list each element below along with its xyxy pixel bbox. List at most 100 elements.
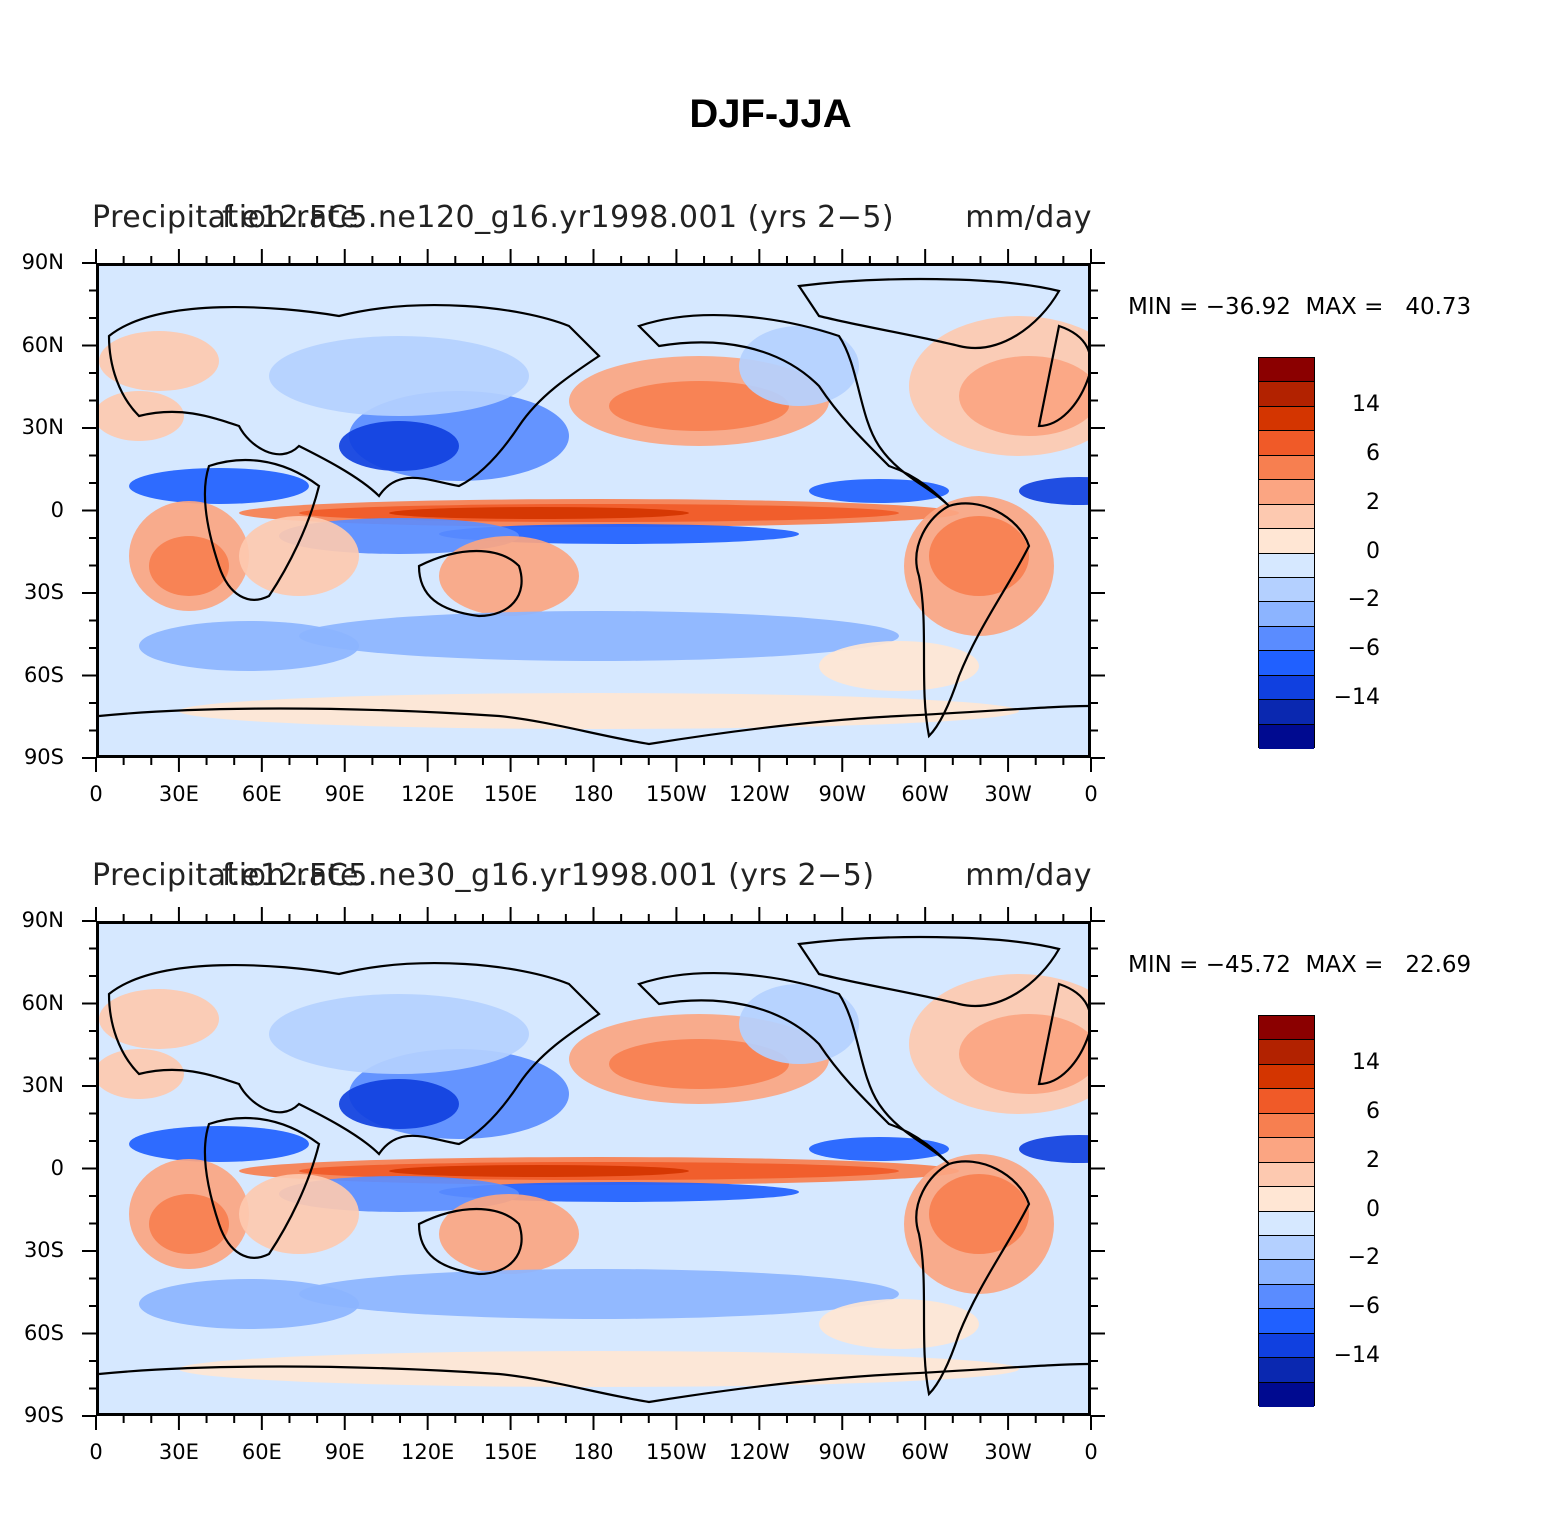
colorbar-swatch (1259, 1016, 1314, 1041)
colorbar-tick-label: −6 (1347, 636, 1380, 662)
variable-label: Precipitation rate (92, 858, 359, 893)
min-value: MIN = −36.92 (1128, 294, 1291, 320)
colorbar-tick-label: 2 (1366, 1147, 1380, 1173)
colorbar-swatch (1259, 382, 1314, 407)
colorbar-swatch (1259, 1064, 1314, 1090)
colorbar-swatch (1259, 602, 1314, 627)
colorbar-swatch (1259, 480, 1314, 505)
colorbar-swatch (1259, 1284, 1314, 1310)
colorbar-swatch (1259, 529, 1314, 554)
min-max-readout: MIN = −36.92 MAX = 40.73 (1128, 294, 1471, 320)
colorbar-tick-label: 6 (1366, 1098, 1380, 1124)
colorbar-swatch (1259, 675, 1314, 701)
colorbar (1258, 357, 1315, 749)
colorbar-swatch (1259, 1162, 1314, 1188)
map-axes (82, 249, 1105, 772)
colorbar-tick-label: −2 (1347, 1245, 1380, 1271)
colorbar-swatch (1259, 724, 1314, 749)
colorbar-swatch (1259, 1333, 1314, 1359)
colorbar-swatch (1259, 1260, 1314, 1285)
longitude-tick-label: 0 (1084, 782, 1098, 806)
longitude-tick-label: 180 (573, 1440, 614, 1464)
min-value: MIN = −45.72 (1128, 952, 1291, 978)
latitude-tick-label: 30N (21, 1073, 64, 1097)
figure-title: DJF-JJA (689, 92, 852, 136)
colorbar-tick-label: −2 (1347, 587, 1380, 613)
colorbar-tick-label: 6 (1366, 440, 1380, 466)
colorbar-swatch (1259, 358, 1314, 383)
longitude-tick-label: 0 (89, 1440, 103, 1464)
longitude-tick-label: 0 (1084, 1440, 1098, 1464)
longitude-tick-label: 150W (645, 1440, 707, 1464)
longitude-tick-label: 60W (901, 1440, 949, 1464)
colorbar-tick-label: 14 (1352, 391, 1380, 417)
colorbar-swatch (1259, 1309, 1314, 1334)
longitude-tick-label: 60E (241, 1440, 282, 1464)
colorbar-tick-label: 0 (1366, 1196, 1380, 1222)
precip-field (99, 924, 1088, 1413)
latitude-tick-label: 90S (23, 745, 64, 769)
colorbar-swatch (1259, 1358, 1314, 1383)
longitude-tick-label: 150W (645, 782, 707, 806)
colorbar-swatch (1259, 1113, 1314, 1139)
precip-map (96, 263, 1091, 758)
longitude-tick-label: 30W (984, 782, 1032, 806)
colorbar-swatch (1259, 455, 1314, 481)
colorbar-swatch (1259, 651, 1314, 676)
precip-field (99, 266, 1088, 755)
map-panel-top: Precipitation rate f.e12.FC5.ne120_g16.y… (0, 190, 1541, 830)
colorbar-tick-label: −6 (1347, 1294, 1380, 1320)
longitude-tick-label: 30E (158, 1440, 199, 1464)
longitude-tick-label: 90E (324, 782, 365, 806)
latitude-tick-label: 90S (23, 1403, 64, 1427)
latitude-tick-label: 0 (50, 497, 64, 522)
colorbar-swatch (1259, 1040, 1314, 1065)
max-value: MAX = 40.73 (1305, 294, 1472, 320)
longitude-tick-label: 120E (400, 782, 455, 806)
longitude-tick-label: 90W (818, 782, 867, 806)
latitude-tick-label: 30N (21, 415, 64, 439)
colorbar-tick-label: 0 (1366, 538, 1380, 564)
colorbar-swatch (1259, 1187, 1314, 1212)
longitude-tick-label: 60W (901, 782, 949, 806)
units-label: mm/day (965, 200, 1092, 235)
map-panel-bottom: Precipitation rate f.e12.FC5.ne30_g16.yr… (0, 848, 1541, 1488)
latitude-tick-label: 90N (21, 908, 64, 932)
latitude-tick-label: 90N (21, 250, 64, 274)
latitude-tick-label: 60N (21, 990, 64, 1015)
colorbar-swatch (1259, 431, 1314, 456)
colorbar-swatch (1259, 406, 1314, 432)
units-label: mm/day (965, 858, 1092, 893)
latitude-tick-label: 0 (50, 1155, 64, 1180)
longitude-tick-label: 90E (324, 1440, 365, 1464)
longitude-tick-label: 90W (818, 1440, 867, 1464)
latitude-tick-label: 60S (23, 1320, 64, 1345)
longitude-tick-label: 180 (573, 782, 614, 806)
latitude-tick-label: 30S (23, 1238, 64, 1262)
latitude-tick-label: 60N (21, 332, 64, 357)
colorbar-swatch (1259, 1138, 1314, 1163)
colorbar-tick-label: 2 (1366, 489, 1380, 515)
colorbar-swatch (1259, 1382, 1314, 1407)
max-value: MAX = 22.69 (1305, 952, 1472, 978)
longitude-tick-label: 150E (483, 782, 538, 806)
latitude-tick-label: 30S (23, 580, 64, 604)
longitude-tick-label: 120W (728, 782, 790, 806)
colorbar-swatch (1259, 504, 1314, 530)
longitude-tick-label: 120E (400, 1440, 455, 1464)
colorbar-swatch (1259, 700, 1314, 725)
variable-label: Precipitation rate (92, 200, 359, 235)
longitude-tick-label: 30E (158, 782, 199, 806)
colorbar-tick-label: 14 (1352, 1049, 1380, 1075)
colorbar (1258, 1015, 1315, 1407)
colorbar-tick-label: −14 (1333, 1343, 1380, 1369)
map-axes (82, 907, 1105, 1430)
latitude-tick-label: 60S (23, 662, 64, 687)
colorbar-swatch (1259, 1089, 1314, 1114)
colorbar-swatch (1259, 1211, 1314, 1236)
min-max-readout: MIN = −45.72 MAX = 22.69 (1128, 952, 1471, 978)
precip-map (96, 921, 1091, 1416)
longitude-tick-label: 60E (241, 782, 282, 806)
colorbar-swatch (1259, 626, 1314, 652)
colorbar-tick-label: −14 (1333, 685, 1380, 711)
